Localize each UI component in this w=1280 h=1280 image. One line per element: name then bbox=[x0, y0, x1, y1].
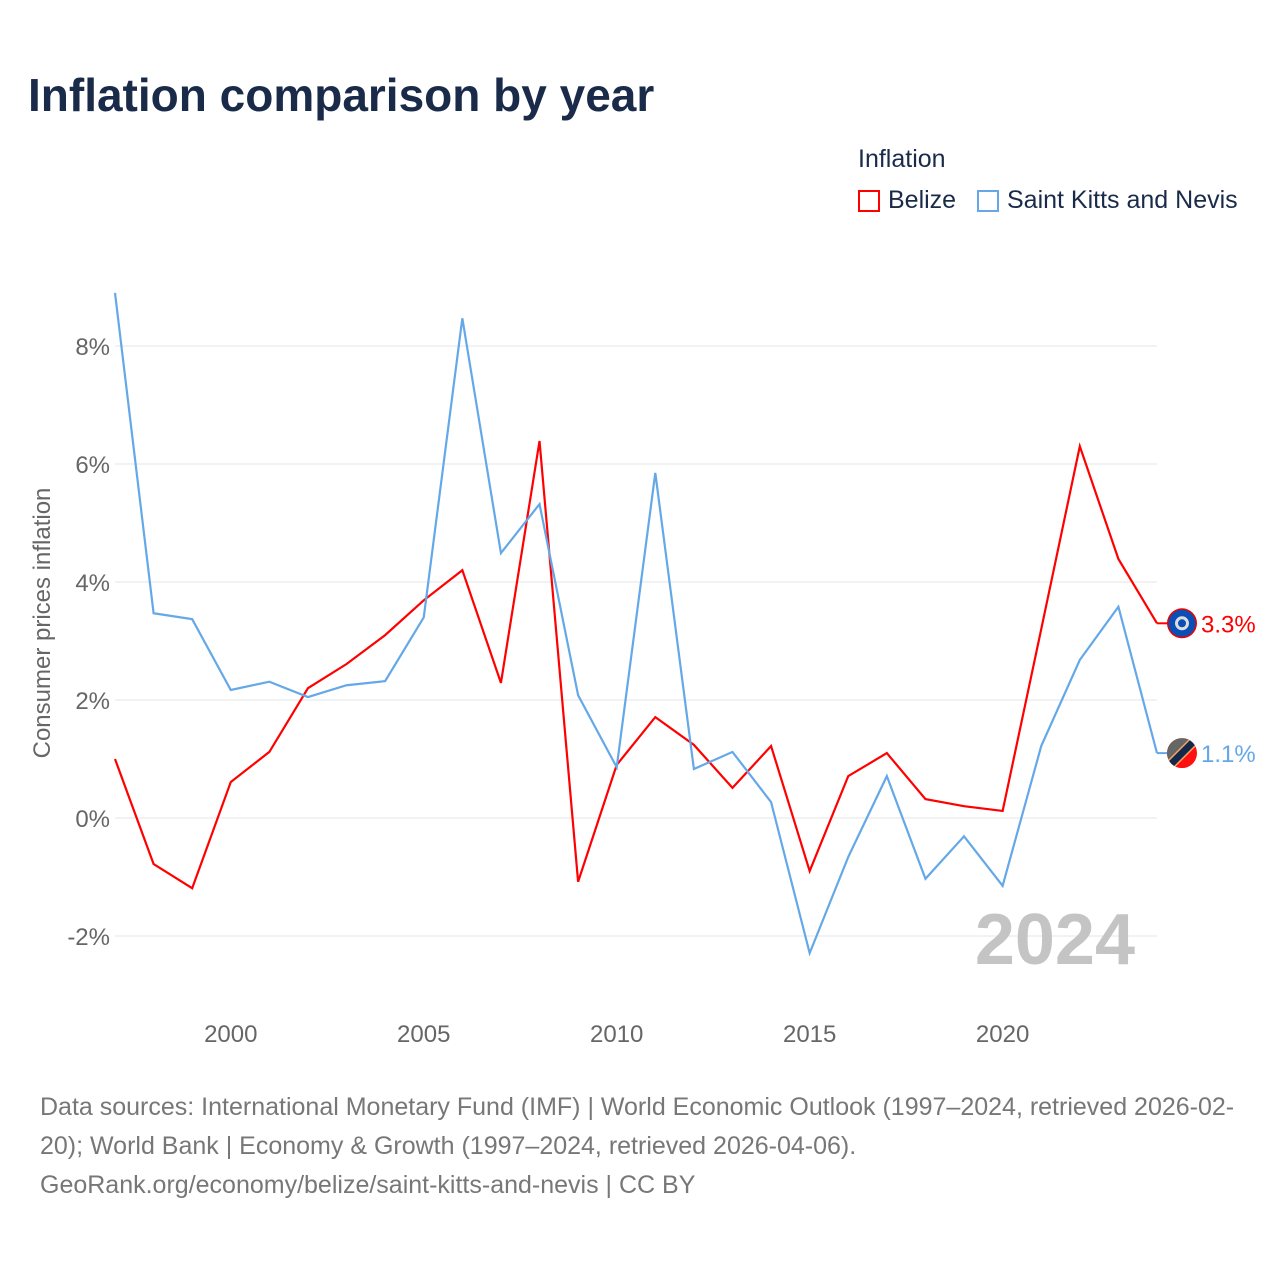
y-tick-label: 4% bbox=[75, 570, 110, 597]
y-tick-label: -2% bbox=[67, 924, 110, 951]
year-watermark: 2024 bbox=[975, 900, 1135, 980]
x-tick-label: 2000 bbox=[204, 1021, 257, 1048]
belize-flag-icon bbox=[1167, 608, 1197, 639]
chart-title: Inflation comparison by year bbox=[28, 69, 655, 121]
source-note: Data sources: International Monetary Fun… bbox=[40, 1093, 1235, 1199]
end-value-label: 1.1% bbox=[1201, 741, 1256, 768]
y-axis-label: Consumer prices inflation bbox=[29, 488, 56, 759]
x-tick-label: 2020 bbox=[976, 1021, 1029, 1048]
legend-swatch-belize bbox=[858, 189, 880, 212]
y-tick-label: 6% bbox=[75, 452, 110, 479]
series-line-belize bbox=[113, 440, 1158, 890]
legend-item-belize[interactable]: Belize bbox=[858, 186, 956, 215]
x-tick-label: 2005 bbox=[397, 1021, 450, 1048]
legend-title: Inflation bbox=[858, 145, 946, 173]
legend-item-saint-kitts-and-nevis[interactable]: Saint Kitts and Nevis bbox=[977, 186, 1238, 215]
end-value-label: 3.3% bbox=[1201, 611, 1256, 638]
x-tick-label: 2015 bbox=[783, 1021, 836, 1048]
legend-label: Saint Kitts and Nevis bbox=[1007, 186, 1238, 214]
y-tick-label: 0% bbox=[75, 806, 110, 833]
series-line-saint-kitts-and-nevis bbox=[113, 292, 1159, 957]
x-tick-label: 2010 bbox=[590, 1021, 643, 1048]
saint-kitts-and-nevis-flag-icon bbox=[1167, 738, 1197, 769]
legend-swatch-skn bbox=[977, 189, 999, 212]
legend-label: Belize bbox=[888, 186, 957, 214]
y-tick-label: 2% bbox=[75, 688, 110, 715]
y-tick-label: 8% bbox=[75, 334, 110, 361]
